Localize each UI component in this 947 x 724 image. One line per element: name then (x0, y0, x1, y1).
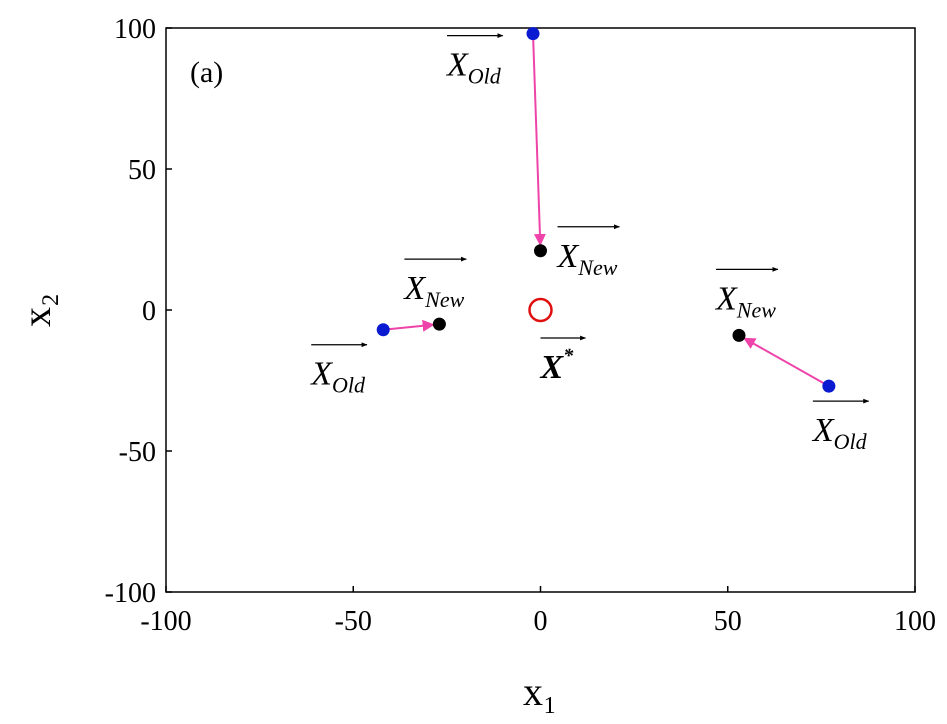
point-label-sub: New (424, 287, 464, 312)
y-tick-label: 50 (128, 155, 156, 186)
point (376, 323, 390, 337)
point (534, 244, 547, 258)
optimum-point (528, 297, 553, 323)
point-label-base: X (445, 47, 469, 84)
point-label: XNew (714, 280, 776, 322)
y-tick-label: 0 (142, 296, 156, 327)
x-tick-label: -100 (140, 606, 191, 637)
point (732, 328, 746, 342)
move-arrow (743, 337, 830, 388)
x-tick-label: -50 (335, 606, 372, 637)
point-label-base: X (811, 412, 835, 449)
point (526, 27, 540, 41)
point-label: XOld (445, 47, 502, 89)
plot-frame (165, 27, 916, 593)
y-tick-label: -50 (119, 437, 156, 468)
panel-label: (a) (190, 56, 223, 89)
y-axis-label: x₂ (14, 293, 59, 327)
move-arrow (532, 33, 546, 246)
x-tick-label: 0 (534, 606, 548, 637)
point-label-base: X (309, 356, 333, 393)
point-label-base: X (402, 270, 426, 307)
point-label-sub: New (577, 255, 617, 280)
point-label-base: X (714, 280, 738, 317)
point-label-sub: Old (834, 429, 868, 454)
y-tick-label: -100 (105, 578, 156, 609)
move-arrow (383, 319, 435, 332)
point-label-sub: Old (332, 373, 366, 398)
point-label-base: X (540, 349, 565, 386)
point (432, 317, 446, 331)
point-label: XOld (811, 412, 868, 454)
point-label: XOld (309, 356, 366, 398)
point-label: XNew (556, 238, 618, 280)
x-tick-label: 50 (714, 606, 742, 637)
point-label-sub: Old (468, 64, 502, 89)
point-label-sup: * (563, 345, 574, 367)
x-axis-label: x₁ (523, 669, 557, 714)
point-label: X* (540, 345, 575, 386)
point (822, 379, 836, 393)
point-label-sub: New (736, 297, 776, 322)
point-label: XNew (402, 270, 464, 312)
point-label-base: X (556, 238, 580, 275)
y-tick-label: 100 (114, 14, 156, 45)
x-tick-label: 100 (894, 606, 936, 637)
